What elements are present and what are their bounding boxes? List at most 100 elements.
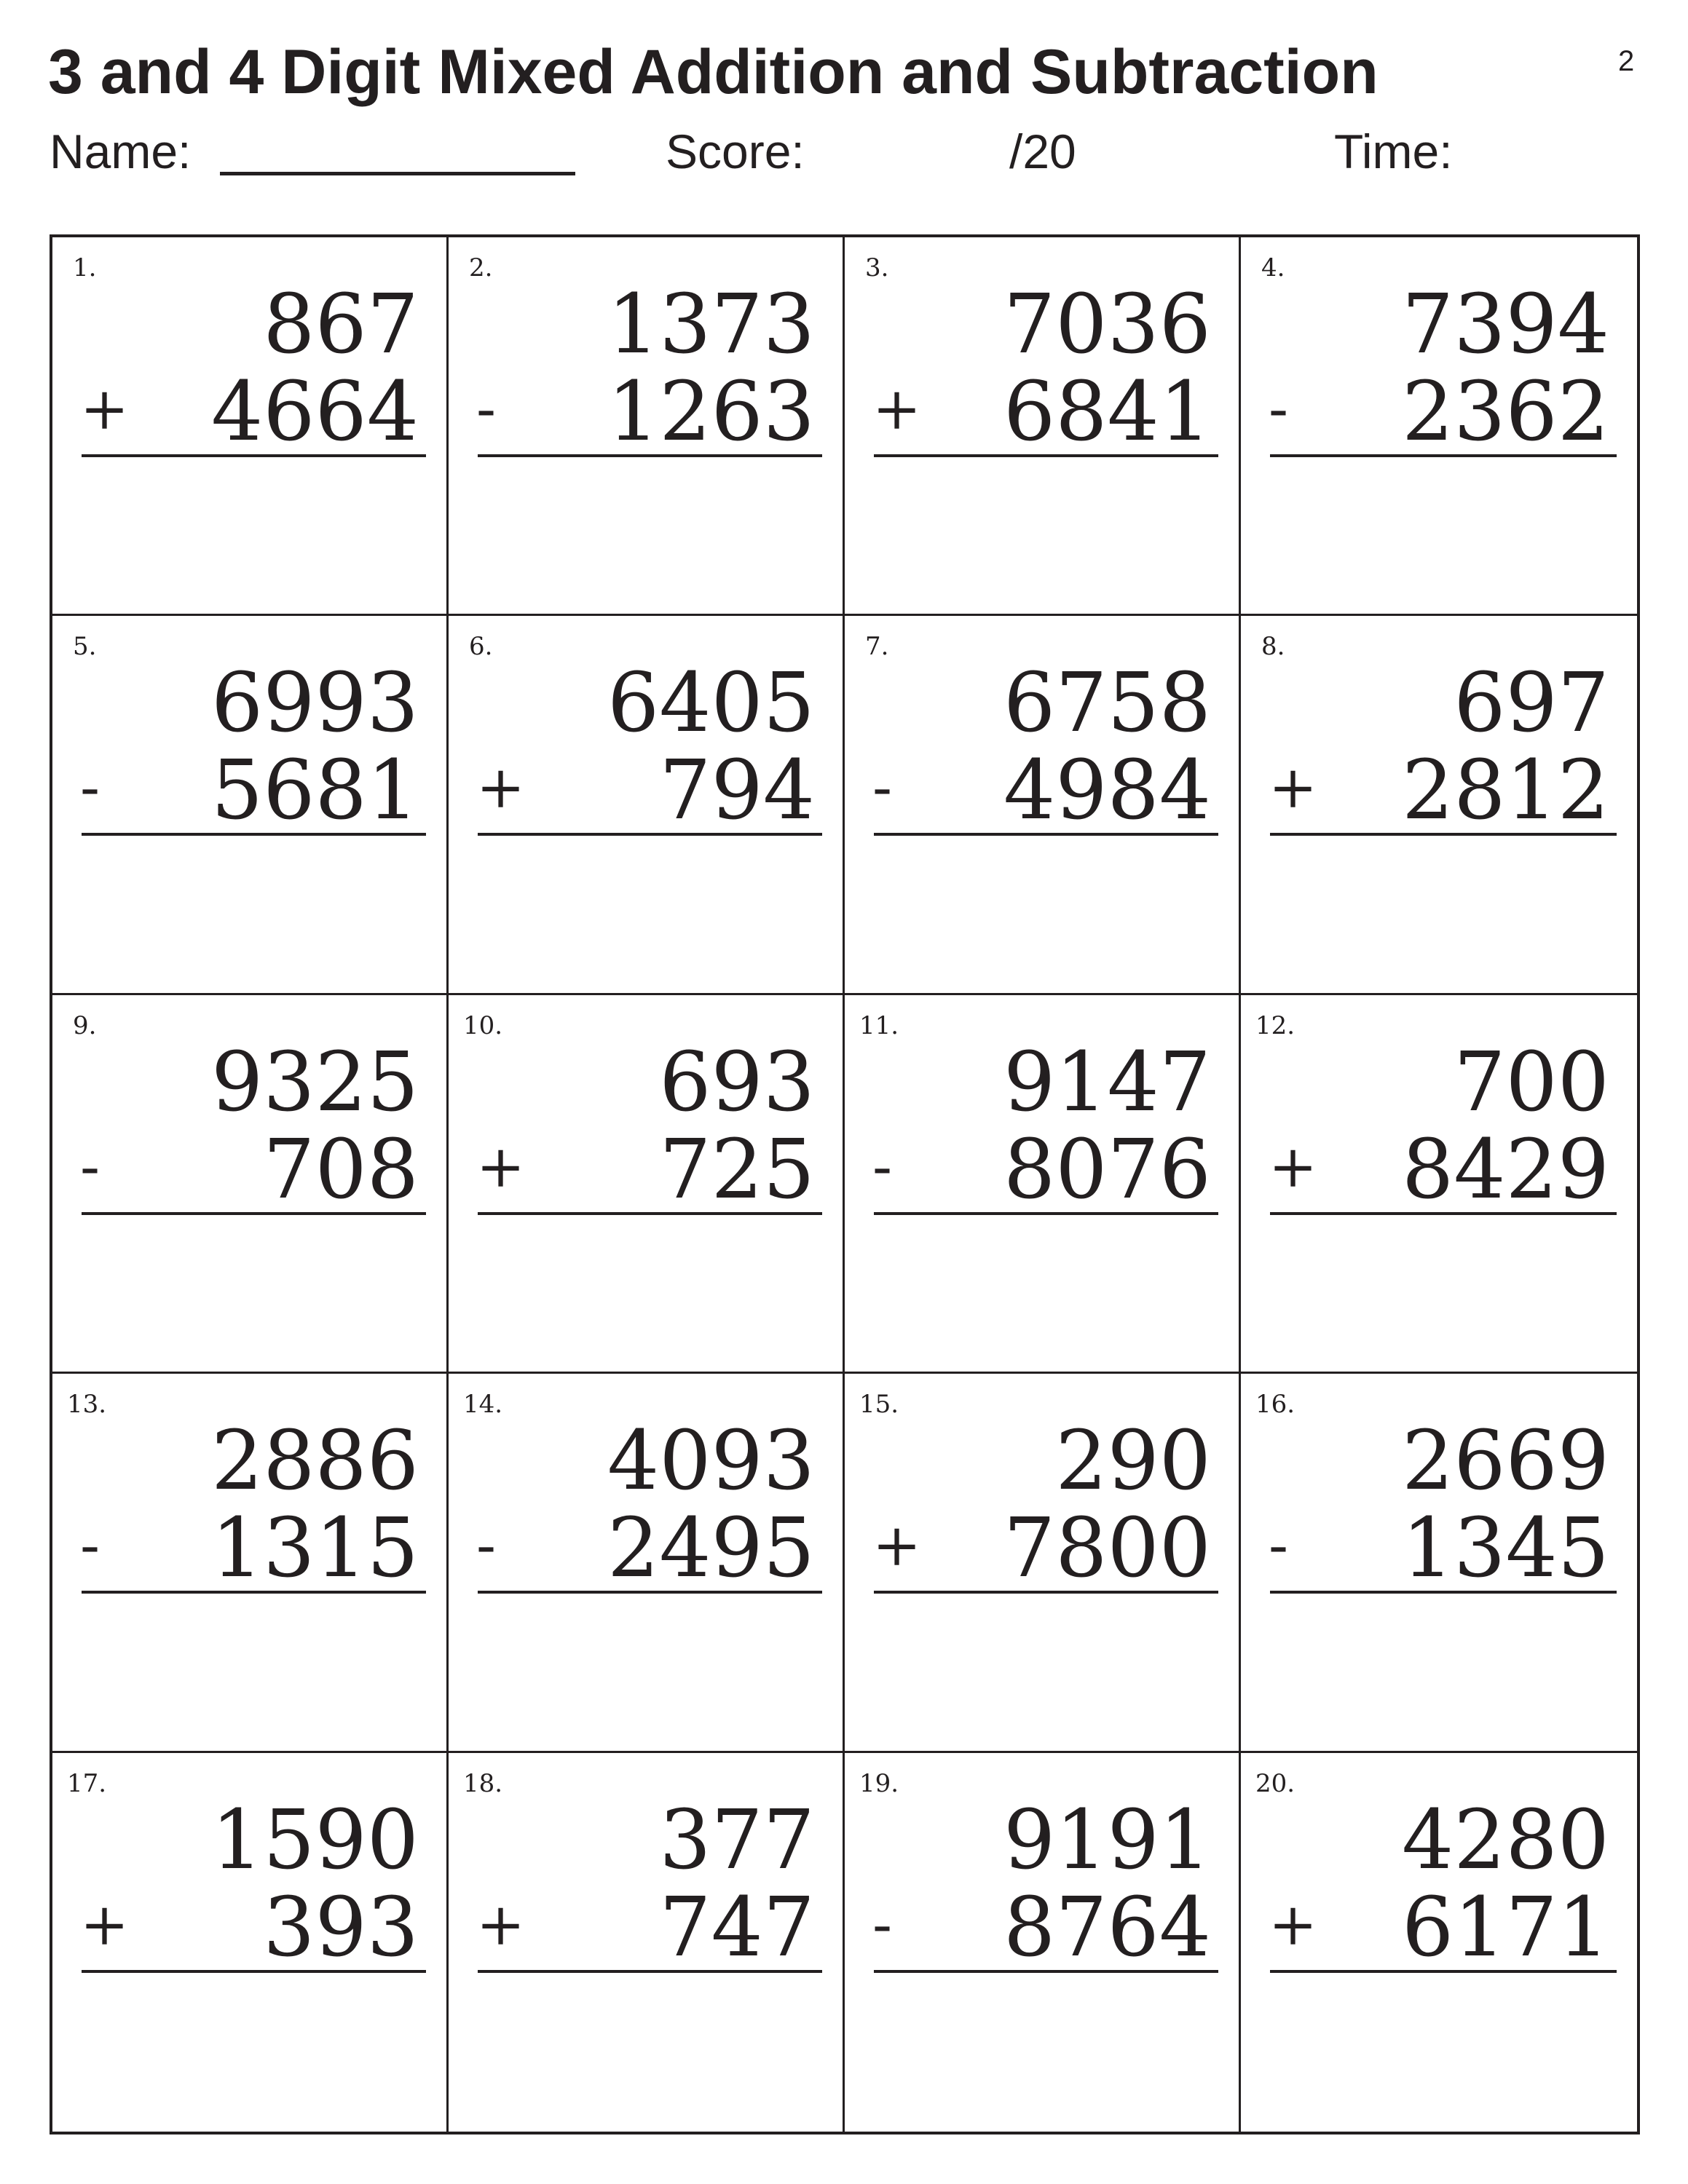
plus-sign: + [1269, 1890, 1318, 1958]
problem-number: 12. [1255, 1010, 1295, 1040]
problem-cell[interactable]: 10. 693 +725 [449, 994, 845, 1374]
first-operand: 7394 [1401, 277, 1609, 372]
answer-line [82, 1969, 426, 1973]
problem-cell[interactable]: 6. 6405 +794 [449, 616, 845, 995]
page-number: 2 [1618, 45, 1635, 77]
problem-number: 6. [469, 632, 493, 662]
answer-line [478, 1211, 822, 1215]
plus-sign: + [476, 1132, 526, 1200]
second-operand: 725 [659, 1122, 815, 1217]
plus-sign: + [476, 1890, 526, 1958]
problem-number: 15. [859, 1390, 899, 1420]
minus-sign: - [872, 1890, 893, 1958]
problem-number: 9. [73, 1010, 97, 1040]
answer-line [82, 1211, 426, 1215]
answer-line [1270, 1969, 1617, 1973]
worksheet-title: 3 and 4 Digit Mixed Addition and Subtrac… [48, 37, 1379, 107]
problem-cell[interactable]: 18. 377 +747 [449, 1752, 845, 2132]
problem-number: 8. [1261, 632, 1285, 662]
answer-line [874, 1211, 1218, 1215]
problem-cell[interactable]: 7. 6758 - 4984 [845, 616, 1241, 995]
problem-cell[interactable]: 11. 9147 - 8076 [845, 994, 1241, 1374]
problem-cell[interactable]: 3. 7036 +6841 [845, 237, 1241, 617]
second-operand: 2362 [1401, 365, 1609, 459]
second-operand: 1263 [607, 365, 815, 459]
first-operand: 700 [1454, 1034, 1609, 1130]
second-operand: 5681 [210, 743, 419, 839]
problem-number: 4. [1261, 253, 1285, 282]
second-operand: 1345 [1401, 1501, 1609, 1597]
problem-cell[interactable]: 9. 9325 - 708 [52, 994, 449, 1374]
first-operand: 6993 [210, 656, 419, 751]
plus-sign: + [872, 375, 922, 443]
answer-line [874, 833, 1218, 836]
problem-cell[interactable]: 17. 1590 +393 [52, 1752, 449, 2132]
problem-cell[interactable]: 15. 290 +7800 [845, 1374, 1241, 1753]
problem-number: 7. [865, 632, 889, 662]
second-operand: 8076 [1003, 1122, 1211, 1217]
plus-sign: + [1269, 1132, 1318, 1200]
first-operand: 2886 [210, 1414, 419, 1509]
minus-sign: - [872, 753, 893, 822]
problem-number: 3. [865, 253, 889, 282]
first-operand: 1590 [210, 1792, 419, 1888]
name-label: Name: [50, 124, 192, 178]
problem-cell[interactable]: 12. 700 +8429 [1241, 995, 1637, 1374]
problem-cell[interactable]: 19. 9191 - 8764 [845, 1752, 1241, 2132]
problem-number: 10. [463, 1010, 503, 1040]
problem-number: 18. [463, 1768, 503, 1798]
first-operand: 9325 [210, 1034, 419, 1130]
minus-sign: - [476, 375, 497, 443]
answer-line [874, 454, 1218, 457]
problem-cell[interactable]: 13. 2886 - 1315 [52, 1374, 449, 1753]
second-operand: 747 [659, 1880, 815, 1975]
first-operand: 9191 [1003, 1792, 1211, 1888]
second-operand: 1315 [210, 1501, 419, 1597]
answer-line [82, 1591, 426, 1594]
second-operand: 2812 [1401, 743, 1609, 839]
first-operand: 290 [1055, 1414, 1211, 1509]
first-operand: 693 [659, 1034, 815, 1130]
first-operand: 6405 [607, 656, 815, 751]
plus-sign: + [80, 1890, 130, 1958]
problem-cell[interactable]: 20. 4280 +6171 [1241, 1753, 1637, 2132]
minus-sign: - [1269, 1511, 1289, 1580]
second-operand: 708 [263, 1122, 419, 1217]
problem-number: 13. [67, 1390, 107, 1420]
problem-cell[interactable]: 5. 6993 - 5681 [52, 616, 449, 995]
first-operand: 4280 [1401, 1792, 1609, 1888]
problem-number: 17. [67, 1768, 107, 1798]
problem-cell[interactable]: 14. 4093 - 2495 [449, 1374, 845, 1753]
score-total: /20 [1009, 124, 1076, 178]
answer-line [82, 833, 426, 836]
plus-sign: + [872, 1511, 922, 1580]
answer-line [478, 1591, 822, 1594]
problem-cell[interactable]: 1. 867 +4664 [52, 237, 449, 617]
problem-cell[interactable]: 2. 1373 - 1263 [449, 237, 845, 617]
second-operand: 8429 [1401, 1122, 1609, 1217]
name-field-line[interactable] [220, 172, 575, 175]
second-operand: 794 [659, 743, 815, 839]
answer-line [478, 833, 822, 836]
answer-line [1270, 833, 1617, 836]
first-operand: 2669 [1401, 1414, 1609, 1509]
answer-line [478, 1969, 822, 1973]
problem-cell[interactable]: 16. 2669 - 1345 [1241, 1374, 1637, 1753]
second-operand: 393 [263, 1880, 419, 1975]
problem-grid: 1. 867 +4664 2. 1373-1263 3. 7036 +6841 4. 7394-2… [50, 234, 1640, 2134]
answer-line [1270, 454, 1617, 457]
problem-number: 2. [469, 253, 493, 282]
minus-sign: - [476, 1511, 497, 1580]
problem-cell[interactable]: 4. 7394 - 2362 [1241, 237, 1637, 617]
answer-line [1270, 1211, 1617, 1215]
second-operand: 7800 [1003, 1501, 1211, 1597]
problem-cell[interactable]: 8. 697 +2812 [1241, 616, 1637, 995]
plus-sign: + [1269, 753, 1318, 822]
answer-line [1270, 1591, 1617, 1594]
problem-number: 1. [73, 253, 97, 282]
minus-sign: - [80, 1132, 100, 1200]
minus-sign: - [1269, 375, 1289, 443]
minus-sign: - [80, 1511, 100, 1580]
first-operand: 4093 [607, 1414, 815, 1509]
answer-line [874, 1969, 1218, 1973]
